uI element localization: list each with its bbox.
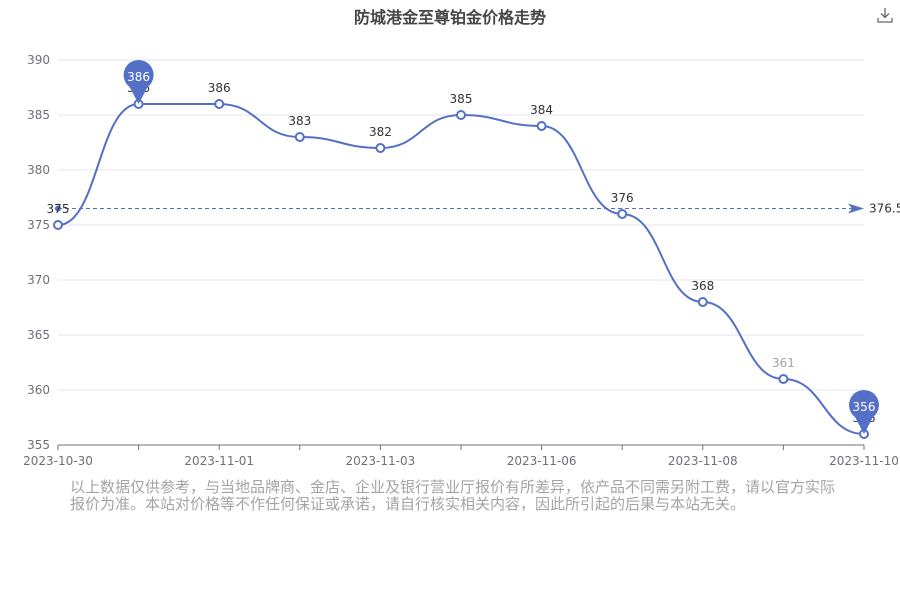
line-chart: 355 360 365 370 375 380 385 390 2023-10-30 2023-1… xyxy=(23,53,900,468)
data-label: 383 xyxy=(288,114,311,128)
data-label: 386 xyxy=(208,81,231,95)
data-point xyxy=(294,132,305,142)
data-label: 376 xyxy=(611,191,634,205)
data-point xyxy=(778,374,789,384)
max-pin-marker-label: 386 xyxy=(127,70,150,84)
data-point xyxy=(617,209,628,219)
y-tick-label: 385 xyxy=(27,108,50,122)
chart-title: 防城港金至尊铂金价格走势 xyxy=(353,8,546,27)
y-tick-label: 380 xyxy=(27,163,50,177)
data-point xyxy=(214,99,225,109)
data-label: 384 xyxy=(530,103,553,117)
x-tick-label: 2023-11-01 xyxy=(184,454,254,468)
average-line-label: 376.5 xyxy=(869,202,900,216)
data-label: 382 xyxy=(369,125,392,139)
max-pin-marker-shape xyxy=(123,59,154,104)
x-tick-label: 2023-11-03 xyxy=(346,454,416,468)
data-point xyxy=(536,121,547,131)
disclaimer-text: 以上数据仅供参考，与当地品牌商、金店、企业及银行营业厅报价有所差异，依产品不同需… xyxy=(70,478,836,513)
data-point xyxy=(375,143,386,153)
y-tick-label: 355 xyxy=(27,438,50,452)
y-tick-label: 390 xyxy=(27,53,50,67)
data-label: 385 xyxy=(450,92,473,106)
data-label: 368 xyxy=(691,279,714,293)
x-tick-label: 2023-11-06 xyxy=(507,454,577,468)
data-point xyxy=(456,110,466,120)
y-tick-label: 375 xyxy=(27,218,50,232)
y-tick-label: 370 xyxy=(27,273,50,287)
x-tick-label: 2023-10-30 xyxy=(23,454,93,468)
y-tick-label: 360 xyxy=(27,383,50,397)
min-pin-marker-label: 356 xyxy=(853,400,876,414)
x-tick-label: 2023-11-08 xyxy=(668,454,738,468)
average-line-arrow xyxy=(848,203,864,214)
data-point xyxy=(53,220,63,230)
x-tick-label: 2023-11-10 xyxy=(829,454,899,468)
average-line-start xyxy=(55,205,61,212)
y-tick-label: 365 xyxy=(27,328,50,342)
download-icon[interactable] xyxy=(876,6,894,24)
min-pin-marker-shape xyxy=(849,390,880,434)
data-label: 375 xyxy=(47,202,70,216)
data-point xyxy=(697,297,708,307)
max-pin-marker: 386 xyxy=(123,59,154,104)
data-label: 361 xyxy=(772,356,795,370)
price-line xyxy=(57,102,865,435)
min-pin-marker: 356 xyxy=(849,390,880,434)
